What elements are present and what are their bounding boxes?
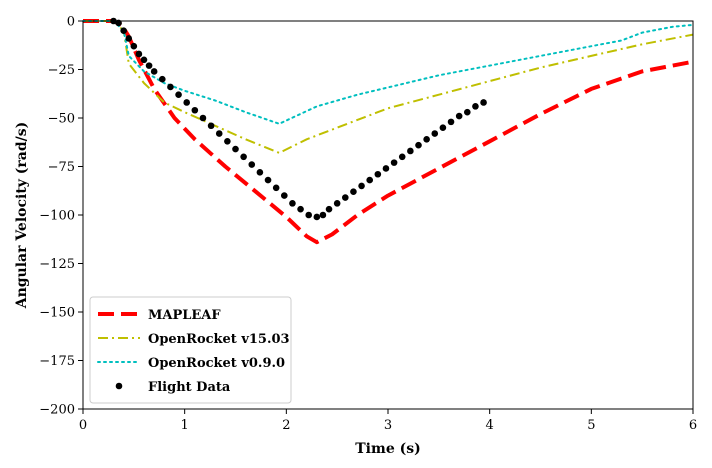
data-point	[455, 112, 463, 120]
plot-lines	[82, 17, 694, 245]
data-point	[256, 169, 264, 176]
y-tick-label: 0	[67, 15, 75, 30]
data-point	[289, 200, 296, 207]
x-axis: 0 1 2 3 4 5 6	[79, 409, 697, 433]
data-point	[232, 145, 239, 153]
series-flight-data	[110, 17, 487, 221]
data-point	[264, 176, 272, 184]
data-point	[281, 192, 288, 199]
series-line-mapleaf	[83, 19, 694, 245]
legend-marker-flight-data	[115, 382, 123, 390]
legend-label-openrocket-v15-03: OpenRocket v15.03	[148, 332, 290, 347]
data-point	[224, 137, 231, 145]
data-point	[333, 200, 341, 207]
x-tick-label: 0	[79, 418, 87, 433]
data-point	[439, 124, 447, 131]
y-axis-title: Angular Velocity (rad/s)	[14, 122, 30, 310]
data-point	[464, 108, 471, 116]
data-point	[215, 130, 223, 137]
series-line-openrocket-v0-9-0	[82, 20, 694, 125]
data-point	[415, 141, 422, 149]
data-point	[447, 118, 455, 126]
data-point	[313, 213, 321, 221]
y-tick-label: −75	[48, 160, 75, 175]
data-point	[183, 99, 190, 106]
data-point	[167, 83, 174, 91]
data-point	[407, 147, 414, 155]
data-point	[272, 184, 280, 192]
data-point	[125, 35, 133, 42]
data-point	[350, 188, 357, 196]
data-point	[423, 136, 430, 143]
y-tick-label: −200	[39, 403, 75, 418]
y-tick-label: −175	[39, 354, 75, 369]
x-tick-label: 6	[689, 418, 697, 433]
x-tick-label: 4	[486, 418, 494, 433]
data-point	[297, 205, 304, 213]
data-point	[480, 99, 487, 106]
data-point	[150, 68, 158, 75]
x-tick-label: 3	[384, 418, 392, 433]
data-point	[191, 106, 199, 114]
y-tick-label: −150	[39, 306, 75, 321]
legend: MAPLEAF OpenRocket v15.03 OpenRocket v0.9.…	[89, 296, 292, 404]
y-tick-label: −25	[48, 63, 75, 78]
y-tick-label: −50	[48, 112, 75, 127]
data-point	[366, 176, 374, 184]
legend-label-flight-data: Flight Data	[148, 380, 231, 395]
x-tick-label: 2	[282, 418, 290, 433]
data-point	[319, 211, 327, 219]
data-point	[358, 182, 365, 190]
legend-label-openrocket-v0-9-0: OpenRocket v0.9.0	[148, 356, 285, 371]
y-tick-label: −100	[39, 209, 75, 224]
data-point	[130, 42, 138, 50]
x-tick-label: 1	[181, 418, 189, 433]
data-point	[305, 211, 313, 219]
data-point	[240, 153, 247, 161]
data-point	[248, 161, 256, 168]
data-point	[325, 205, 333, 213]
data-point	[135, 50, 143, 58]
data-point	[120, 27, 127, 34]
data-point	[159, 75, 166, 83]
legend-box	[89, 296, 292, 404]
y-axis: 0 −25 −50 −75 −100 −125 −150 −175 −200	[39, 15, 83, 418]
y-tick-label: −125	[39, 257, 75, 272]
legend-label-mapleaf: MAPLEAF	[148, 308, 221, 323]
data-point	[398, 153, 406, 161]
x-tick-label: 5	[587, 418, 595, 433]
data-point	[472, 103, 479, 110]
data-point	[342, 194, 349, 201]
data-point	[431, 130, 439, 137]
data-point	[145, 62, 153, 69]
data-point	[382, 165, 390, 172]
data-point	[175, 91, 182, 99]
data-point	[199, 114, 207, 122]
data-point	[374, 170, 382, 178]
data-point	[390, 159, 398, 166]
x-axis-title: Time (s)	[355, 441, 420, 457]
data-point	[140, 56, 148, 64]
data-point	[207, 122, 215, 130]
